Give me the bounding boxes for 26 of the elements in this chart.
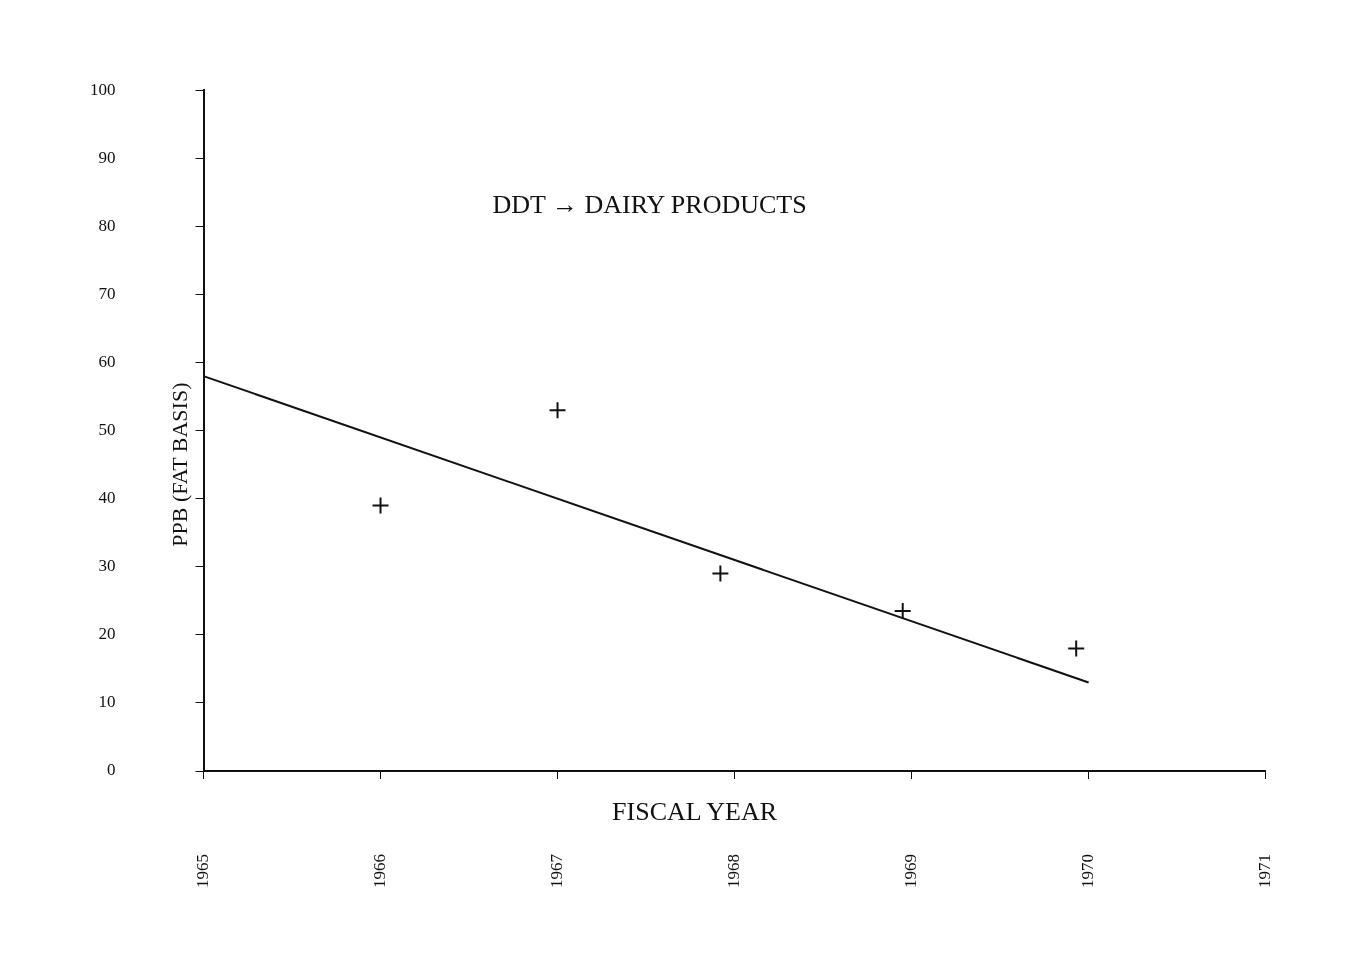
y-tick-label: 60 [98, 351, 116, 371]
point [893, 602, 912, 621]
x-tick-label: 1965 [192, 854, 212, 888]
y-tick-label: 10 [98, 692, 116, 712]
x-tick-label: 1969 [901, 854, 921, 888]
x-tick-label: 1971 [1255, 854, 1275, 888]
y-tick-label: 90 [98, 147, 116, 167]
y-tick-label: 20 [98, 624, 116, 644]
point [1067, 639, 1086, 658]
x-axis-title: FISCAL YEAR [612, 796, 778, 826]
y-tick-label: 70 [98, 283, 116, 303]
y-tick-label: 30 [98, 556, 116, 576]
point [371, 496, 390, 515]
y-tick-label: 80 [98, 215, 116, 235]
point [711, 564, 730, 583]
y-tick-label: 100 [90, 79, 116, 99]
x-tick-label: 1970 [1078, 854, 1098, 888]
text: DDT → DAIRY PRODUCTS [492, 189, 807, 219]
y-axis-title: PPB (FAT BASIS) [167, 382, 193, 547]
point [548, 401, 567, 420]
x-tick-label: 1967 [547, 853, 566, 888]
y-tick-label: 50 [98, 420, 116, 440]
y-tick-label: 40 [98, 488, 116, 508]
x-tick-label: 1968 [724, 854, 744, 888]
y-tick-label: 0 [107, 760, 116, 780]
x-tick-label: 1966 [369, 854, 389, 888]
